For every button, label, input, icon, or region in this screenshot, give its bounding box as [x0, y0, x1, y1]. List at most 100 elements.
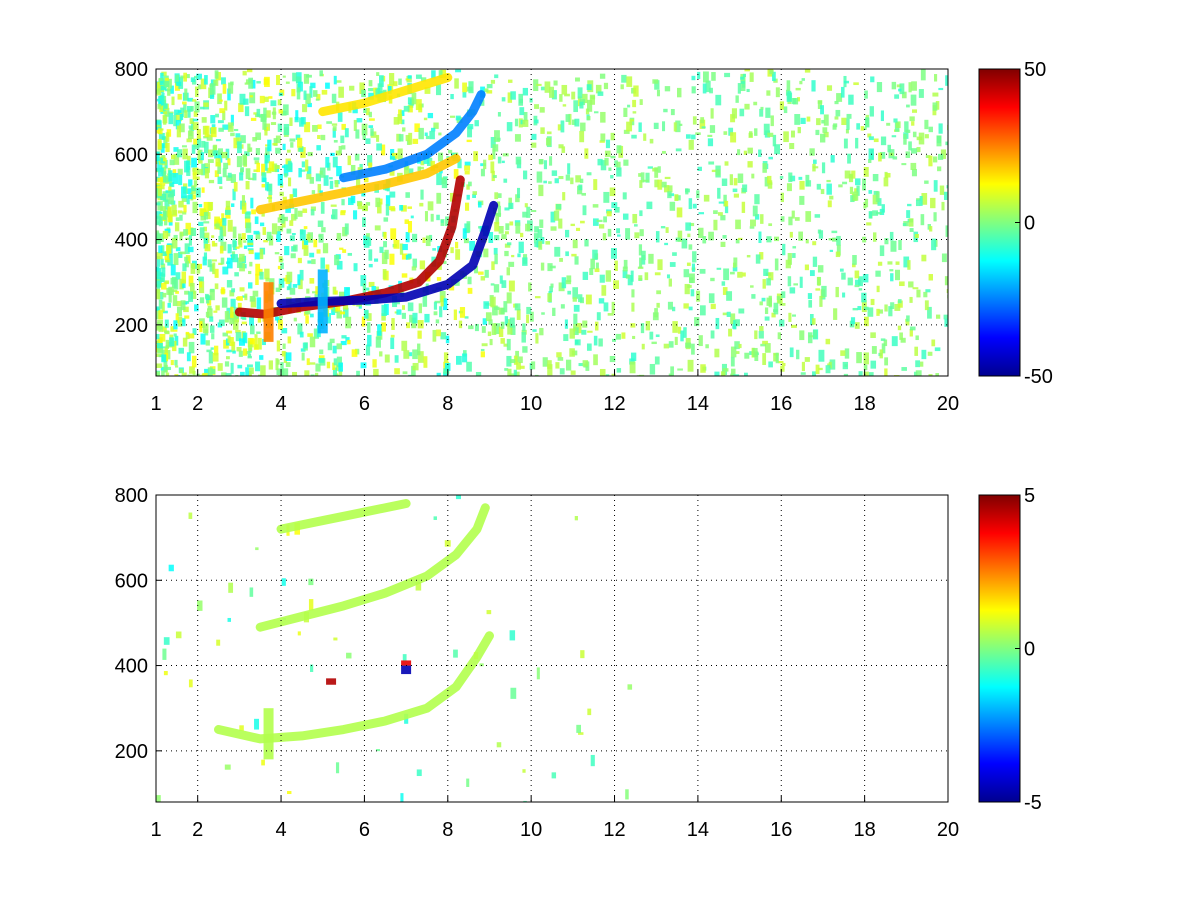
- top-heat-cell: [806, 116, 811, 122]
- top-heat-cell: [901, 91, 907, 99]
- top-heat-cell: [632, 213, 638, 224]
- top-heat-cell: [478, 201, 482, 208]
- top-heat-cell: [200, 78, 207, 90]
- top-heat-cell: [864, 198, 869, 208]
- top-heat-cell: [945, 141, 948, 146]
- top-heat-cell: [759, 252, 764, 260]
- top-heat-cell: [508, 202, 514, 210]
- top-heat-cell: [247, 234, 254, 246]
- top-heat-cell: [884, 368, 888, 376]
- top-heat-cell: [664, 242, 669, 246]
- top-heat-cell: [651, 341, 657, 345]
- top-heat-cell: [780, 365, 785, 372]
- top-heat-cell: [715, 317, 720, 330]
- top-heat-cell: [549, 156, 553, 166]
- top-heat-cell: [275, 147, 281, 154]
- top-heat-cell: [163, 360, 168, 373]
- top-heat-cell: [840, 350, 846, 356]
- top-heat-cell: [156, 211, 162, 216]
- top-heat-cell: [218, 152, 223, 163]
- top-heat-cell: [379, 198, 383, 205]
- top-heat-cell: [531, 361, 536, 370]
- top-heat-cell: [881, 343, 886, 354]
- top-heat-cell: [231, 288, 236, 293]
- top-heat-cell: [437, 152, 444, 162]
- top-heat-cell: [253, 169, 258, 172]
- top-heat-cell: [407, 105, 413, 113]
- top-heat-cell: [467, 287, 473, 294]
- top-heat-cell: [182, 148, 188, 160]
- top-heat-cell: [438, 132, 442, 136]
- top-heat-cell: [188, 235, 192, 246]
- top-heat-cell: [520, 232, 524, 238]
- top-heat-cell: [227, 335, 231, 343]
- top-heat-cell: [796, 97, 800, 102]
- top-heat-cell: [680, 330, 684, 342]
- top-heat-cell: [232, 311, 238, 322]
- top-heat-cell: [924, 180, 929, 184]
- top-heat-cell: [573, 323, 577, 332]
- top-heat-cell: [227, 244, 232, 254]
- bottom-heat-ridge: [255, 503, 490, 632]
- top-heat-cell: [943, 314, 948, 320]
- top-heat-cell: [176, 306, 182, 317]
- top-heat-cell: [505, 223, 510, 231]
- top-heat-cell: [629, 361, 636, 374]
- top-heat-cell: [833, 308, 838, 320]
- top-heat-cell: [938, 123, 943, 134]
- top-heat-cell: [897, 300, 903, 308]
- top-heat-cell: [878, 152, 882, 162]
- top-heat-cell: [906, 315, 910, 322]
- top-heat-cell: [196, 129, 201, 139]
- top-heat-cell: [539, 219, 544, 228]
- top-heat-cell: [631, 134, 637, 139]
- top-heat-cell: [466, 221, 471, 233]
- top-heat-cell: [494, 192, 499, 200]
- top-heat-cell: [305, 93, 311, 104]
- top-heat-cell: [211, 235, 215, 238]
- top-heat-cell: [779, 101, 785, 110]
- top-heat-cell: [183, 300, 190, 304]
- top-heat-cell: [801, 361, 805, 372]
- top-heat-cell: [494, 221, 500, 232]
- top-x-tick-label: 20: [937, 393, 959, 415]
- top-heat-cell: [774, 144, 781, 155]
- top-heat-ridge: [318, 73, 453, 117]
- top-heat-cell: [559, 257, 563, 262]
- top-heat-cell: [669, 201, 676, 211]
- top-heat-cell: [850, 317, 856, 325]
- top-heat-cell: [177, 168, 183, 175]
- top-heat-cell: [790, 130, 795, 138]
- top-heat-cell: [549, 286, 553, 293]
- bottom-x-tick-label: 1: [150, 819, 161, 841]
- top-heat-cell: [724, 161, 729, 166]
- top-heat-cell: [467, 123, 474, 130]
- top-heat-cell: [188, 333, 195, 339]
- top-y-tick-label: 600: [115, 144, 148, 166]
- top-heat-cell: [186, 160, 191, 170]
- top-heat-cell: [688, 139, 694, 150]
- top-heat-cell: [767, 182, 773, 185]
- top-heat-cell: [685, 222, 692, 231]
- top-heat-cell: [182, 263, 187, 272]
- top-heat-cell: [226, 349, 232, 353]
- top-heat-cell: [170, 85, 174, 94]
- top-heat-cell: [161, 267, 166, 277]
- top-heat-cell: [491, 261, 495, 270]
- top-heat-cell: [832, 124, 837, 130]
- top-heat-cell: [920, 69, 926, 81]
- top-heat-cell: [891, 135, 897, 138]
- bottom-heat-cell: [197, 600, 203, 611]
- top-heat-cell: [840, 86, 845, 98]
- top-heat-cell: [443, 260, 447, 265]
- bottom-heat-cell: [444, 540, 451, 547]
- top-heat-cell: [368, 237, 372, 246]
- top-heat-cell: [836, 235, 841, 246]
- top-heat-cell: [256, 81, 261, 84]
- top-heat-cell: [156, 89, 162, 96]
- top-heat-cell: [193, 75, 198, 79]
- top-heat-cell: [310, 374, 315, 376]
- top-heat-cell: [760, 106, 764, 110]
- top-heat-cell: [262, 338, 266, 346]
- top-heat-cell: [653, 122, 659, 130]
